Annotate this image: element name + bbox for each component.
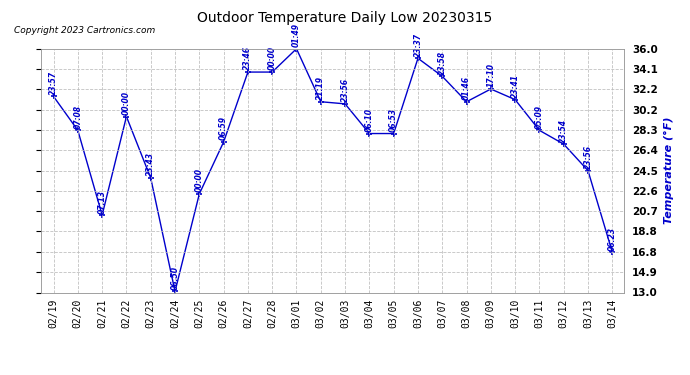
- Text: 06:10: 06:10: [365, 108, 374, 132]
- Text: 23:54: 23:54: [559, 118, 569, 142]
- Text: 06:53: 06:53: [389, 108, 398, 132]
- Text: 00:00: 00:00: [122, 91, 131, 115]
- Text: 07:13: 07:13: [97, 189, 107, 213]
- Text: 23:57: 23:57: [49, 71, 58, 95]
- Text: 23:46: 23:46: [244, 46, 253, 70]
- Text: 21:19: 21:19: [316, 76, 325, 100]
- Text: 06:50: 06:50: [170, 266, 179, 290]
- Text: Outdoor Temperature Daily Low 20230315: Outdoor Temperature Daily Low 20230315: [197, 11, 493, 25]
- Text: 00:00: 00:00: [268, 46, 277, 70]
- Text: 01:49: 01:49: [292, 23, 301, 47]
- Text: 01:46: 01:46: [462, 76, 471, 100]
- Text: Copyright 2023 Cartronics.com: Copyright 2023 Cartronics.com: [14, 26, 155, 35]
- Text: 06:23: 06:23: [608, 226, 617, 251]
- Text: 23:37: 23:37: [413, 33, 422, 57]
- Text: 23:56: 23:56: [584, 145, 593, 169]
- Text: 07:08: 07:08: [73, 105, 82, 129]
- Text: 23:43: 23:43: [146, 153, 155, 177]
- Text: 23:56: 23:56: [341, 78, 350, 102]
- Text: 06:59: 06:59: [219, 116, 228, 140]
- Y-axis label: Temperature (°F): Temperature (°F): [664, 117, 673, 224]
- Text: 23:58: 23:58: [437, 51, 446, 75]
- Text: 17:10: 17:10: [486, 63, 495, 87]
- Text: 05:09: 05:09: [535, 105, 544, 129]
- Text: 23:41: 23:41: [511, 74, 520, 98]
- Text: 00:00: 00:00: [195, 168, 204, 192]
